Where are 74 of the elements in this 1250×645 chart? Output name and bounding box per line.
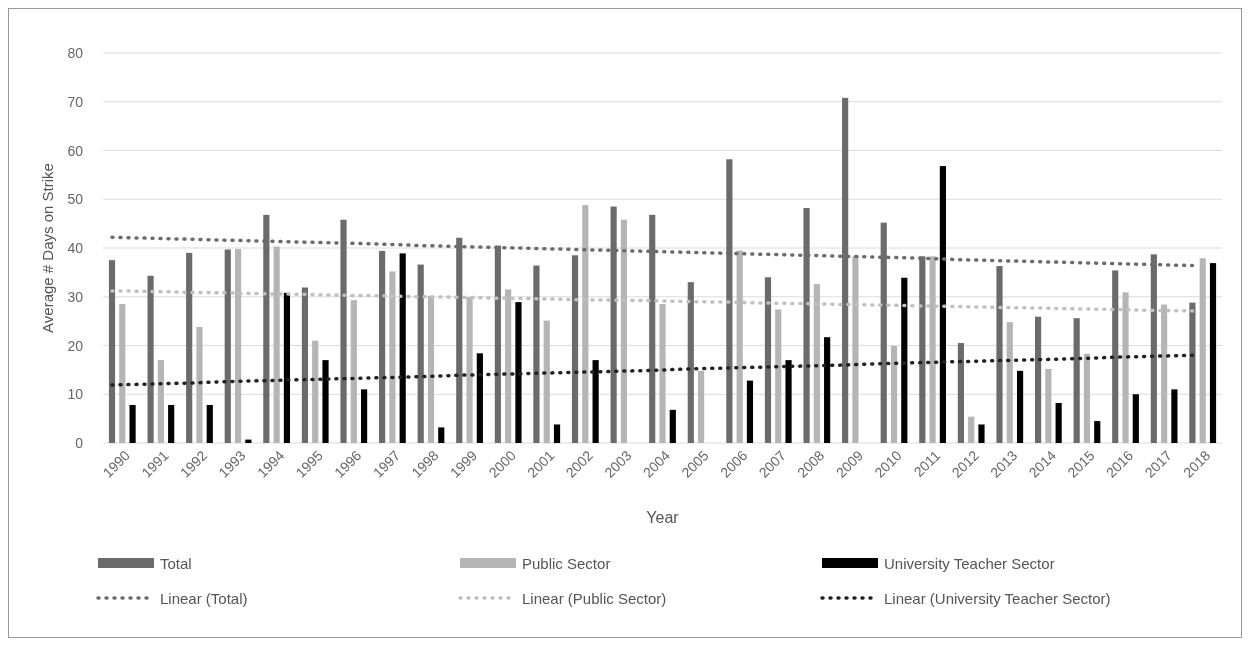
bar: [476, 353, 483, 443]
bar: [108, 260, 116, 443]
bar: [1045, 368, 1052, 443]
bar: [417, 264, 424, 443]
bar: [1073, 318, 1080, 443]
legend-label: Public Sector: [522, 554, 611, 572]
bar: [361, 389, 368, 443]
bar: [746, 380, 754, 443]
bar: [312, 340, 319, 443]
bar: [890, 345, 898, 443]
y-tick-label: 70: [67, 93, 84, 110]
bar: [1094, 421, 1101, 443]
bar: [1189, 302, 1196, 443]
legend-label: Linear (University Teacher Sector): [884, 589, 1111, 607]
bar: [168, 404, 175, 443]
bar: [571, 255, 579, 443]
bar: [399, 253, 406, 443]
bar: [698, 370, 705, 443]
bar: [1016, 370, 1024, 443]
x-axis-title: Year: [646, 509, 680, 526]
bar: [543, 320, 550, 443]
bar: [687, 282, 694, 443]
bar: [157, 360, 164, 443]
bar: [939, 166, 946, 443]
bar: [669, 409, 676, 443]
bar: [592, 360, 599, 443]
y-axis-title: Average # Days on Strike: [39, 163, 56, 333]
y-tick-label: 50: [67, 191, 84, 208]
legend-label: Linear (Public Sector): [522, 589, 667, 607]
y-tick-label: 20: [67, 337, 84, 354]
legend-label: Linear (Total): [160, 589, 248, 607]
bar: [515, 302, 522, 443]
bar: [1006, 322, 1013, 443]
bar: [196, 326, 203, 443]
bar: [1083, 353, 1091, 443]
y-tick-label: 60: [67, 142, 84, 159]
y-tick-label: 10: [67, 386, 84, 403]
bar: [764, 277, 772, 443]
bar: [119, 304, 126, 443]
legend-label: Total: [160, 554, 192, 572]
y-tick-label: 0: [75, 435, 84, 451]
bar: [186, 252, 193, 443]
legend-label: University Teacher Sector: [884, 554, 1055, 572]
bar: [553, 424, 561, 443]
bar: [1171, 389, 1178, 443]
bar: [379, 250, 386, 443]
bar: [1055, 403, 1062, 443]
bar: [901, 277, 908, 443]
bar: [775, 309, 782, 443]
y-tick-label: 40: [67, 240, 84, 256]
bar: [996, 266, 1003, 443]
bar: [785, 360, 792, 443]
bar: [438, 427, 445, 443]
bar: [129, 404, 136, 443]
bar: [283, 292, 291, 443]
bar: [1132, 394, 1139, 443]
y-tick-label: 80: [67, 45, 84, 61]
bar: [978, 424, 985, 443]
bar: [301, 287, 309, 443]
bar: [824, 337, 831, 443]
bar: [206, 404, 213, 443]
bar: [147, 275, 154, 443]
bar: [1034, 316, 1042, 443]
bar: [1199, 258, 1206, 443]
bar: [224, 249, 231, 443]
bar: [322, 360, 329, 443]
line-series: [110, 353, 1195, 387]
bar: [957, 343, 964, 443]
bar: [533, 265, 540, 443]
bar: [968, 416, 975, 443]
bar: [1209, 263, 1217, 443]
y-tick-label: 30: [67, 288, 84, 305]
bar: [1112, 270, 1119, 443]
bar: [350, 300, 357, 443]
